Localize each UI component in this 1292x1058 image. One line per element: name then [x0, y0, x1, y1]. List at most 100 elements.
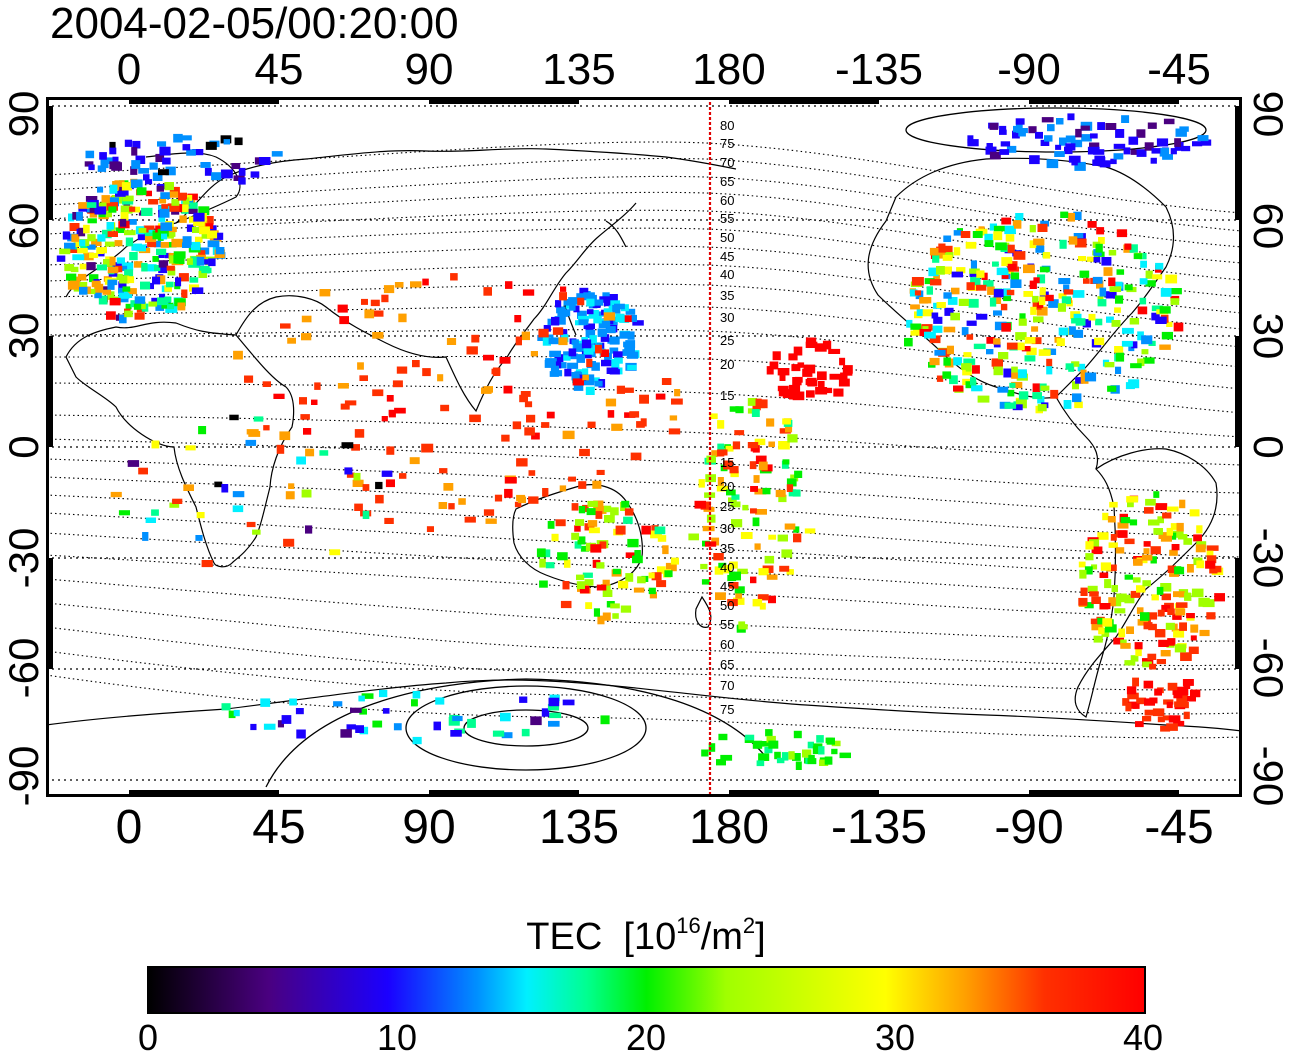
- tec-cell: [969, 268, 980, 274]
- tec-cell: [1125, 702, 1132, 712]
- tec-cell: [550, 365, 559, 375]
- tec-cell: [781, 752, 789, 761]
- tec-cell: [188, 261, 200, 268]
- tec-cell: [1101, 257, 1112, 266]
- tec-cell: [171, 199, 180, 206]
- tec-cell: [151, 440, 160, 449]
- tec-cell: [505, 281, 513, 289]
- top-tick: 135: [542, 45, 616, 94]
- tec-cell: [1139, 297, 1147, 305]
- tec-cell: [337, 383, 349, 389]
- tec-cell: [1129, 519, 1138, 526]
- tec-cell: [648, 587, 656, 595]
- tec-cell: [101, 195, 110, 204]
- tec-cell: [1168, 715, 1181, 723]
- tec-cell: [620, 605, 632, 613]
- tec-cell: [555, 519, 566, 527]
- left-tick: 60: [0, 202, 47, 250]
- tec-cell: [1136, 129, 1146, 138]
- tec-cell: [440, 404, 450, 412]
- tec-cell: [585, 602, 593, 609]
- tec-cell: [1173, 591, 1185, 598]
- tec-cell: [1115, 547, 1125, 554]
- tec-cell: [569, 303, 576, 311]
- tec-cell: [1126, 496, 1139, 503]
- tec-cell: [604, 515, 615, 523]
- tec-cell: [1121, 115, 1130, 123]
- tec-cell: [1035, 131, 1043, 139]
- tec-cell: [1087, 146, 1100, 155]
- tec-cell: [738, 624, 748, 630]
- tec-cell: [234, 137, 243, 146]
- tec-cell: [1109, 286, 1122, 292]
- tec-cell: [1071, 160, 1078, 166]
- tec-cell: [802, 749, 812, 758]
- tec-cell: [260, 698, 271, 707]
- tec-cell: [173, 133, 183, 143]
- tec-cell: [84, 244, 96, 250]
- tec-cell: [989, 122, 999, 130]
- tec-cell: [142, 532, 149, 541]
- tec-cell: [625, 552, 635, 558]
- tec-cell: [963, 352, 972, 358]
- contour-label: 65: [720, 174, 734, 189]
- tec-cell: [372, 332, 384, 339]
- tec-cell: [818, 746, 825, 755]
- tec-cell: [1160, 288, 1172, 297]
- tec-cell: [1130, 655, 1139, 662]
- tec-cell: [146, 264, 157, 272]
- tec-cell: [372, 720, 383, 728]
- tec-cell: [1134, 642, 1143, 650]
- tec-cell: [177, 302, 186, 311]
- tec-cell: [1031, 326, 1039, 332]
- tec-cell: [945, 252, 954, 258]
- tec-cell: [361, 298, 368, 305]
- tec-cell: [458, 498, 466, 505]
- tec-cell: [1072, 381, 1079, 390]
- tec-cell: [581, 351, 592, 359]
- tec-cell: [91, 238, 102, 246]
- tec-cell: [483, 287, 492, 296]
- tec-cell: [388, 410, 396, 418]
- tec-cell: [353, 472, 361, 481]
- tec-cell: [609, 359, 618, 365]
- tec-cell: [100, 159, 109, 169]
- left-tick: -60: [0, 637, 47, 699]
- tec-cell: [582, 504, 589, 512]
- tec-cell: [446, 338, 457, 345]
- tec-cell: [1117, 530, 1128, 538]
- tec-cell: [296, 456, 306, 465]
- tec-cell: [758, 753, 770, 761]
- tec-cell: [993, 366, 1003, 376]
- tec-cell: [1175, 128, 1187, 137]
- tec-cell: [1123, 147, 1131, 155]
- tec-cell: [992, 296, 1002, 304]
- tec-cell: [727, 599, 738, 607]
- tec-cell: [1159, 306, 1171, 314]
- tec-cell: [1187, 564, 1194, 573]
- tec-cell: [207, 230, 218, 239]
- tec-cell: [160, 242, 169, 248]
- tec-cell: [254, 157, 262, 165]
- contour-label: 15: [720, 388, 734, 403]
- tec-cell: [649, 591, 657, 599]
- tec-cell: [985, 146, 997, 155]
- tec-cell: [953, 230, 962, 236]
- tec-cell: [630, 314, 637, 322]
- tec-cell: [1096, 227, 1105, 235]
- tec-cell: [354, 503, 363, 511]
- tec-cell: [594, 380, 603, 387]
- tec-cell: [750, 508, 757, 514]
- tec-cell: [976, 313, 988, 320]
- tec-cell: [223, 139, 230, 145]
- tec-cell: [603, 505, 612, 513]
- tec-cell: [262, 381, 271, 387]
- tec-cell: [346, 472, 355, 478]
- tec-cell: [793, 346, 803, 356]
- tec-cell: [950, 312, 960, 321]
- tec-cell: [999, 149, 1010, 155]
- tec-cell: [115, 191, 126, 197]
- tec-cell: [934, 349, 946, 356]
- tec-cell: [831, 748, 838, 755]
- tec-cell: [587, 500, 598, 508]
